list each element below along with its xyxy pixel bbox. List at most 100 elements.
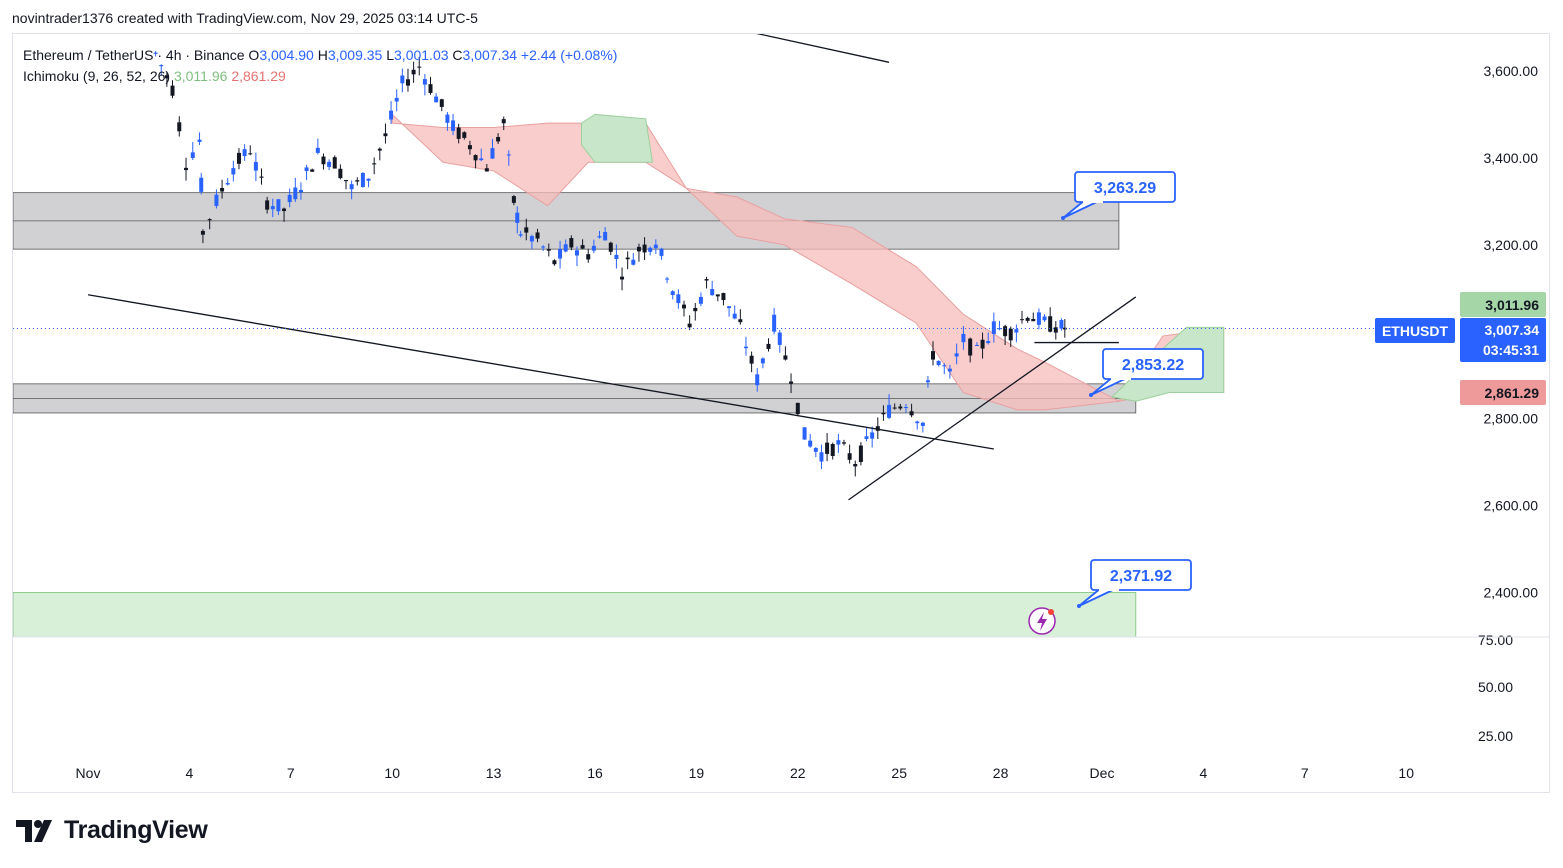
candle[interactable] [795,402,800,415]
candle[interactable] [710,289,715,296]
candle[interactable] [777,332,782,345]
candle[interactable] [321,156,326,165]
candle[interactable] [853,463,858,467]
candle[interactable] [968,338,973,356]
trendline-rising[interactable] [848,296,1137,501]
candle[interactable] [1048,316,1053,332]
candle[interactable] [344,180,349,182]
candle[interactable] [434,96,439,103]
candle[interactable] [338,168,343,179]
candle[interactable] [501,119,506,124]
candle[interactable] [569,238,574,248]
candle[interactable] [405,79,410,86]
candle[interactable] [417,66,422,68]
candle[interactable] [332,157,337,169]
candle[interactable] [214,194,219,206]
candle[interactable] [506,154,511,156]
candle[interactable] [947,368,952,372]
candle[interactable] [653,244,658,249]
target-callout[interactable] [1074,171,1176,203]
candle[interactable] [360,173,365,187]
candle[interactable] [974,345,979,347]
candle[interactable] [631,259,636,265]
candle[interactable] [1003,326,1008,337]
candle[interactable] [366,178,371,181]
candle[interactable] [830,444,835,457]
candle[interactable] [1008,328,1013,341]
candle[interactable] [259,176,264,178]
candle[interactable] [1014,329,1019,333]
candle[interactable] [265,200,270,210]
candle[interactable] [253,161,258,171]
candle[interactable] [439,99,444,107]
candle[interactable] [676,294,681,304]
candle[interactable] [310,169,315,172]
candle[interactable] [961,333,966,343]
legend-symbol[interactable]: Ethereum / TetherUS · 4h · Binance [23,47,245,63]
candle[interactable] [546,249,551,251]
trendline-descending[interactable] [87,294,994,450]
candle[interactable] [760,358,765,364]
candle[interactable] [153,52,158,54]
candle[interactable] [693,307,698,312]
candle[interactable] [270,206,275,210]
candle[interactable] [915,421,920,424]
candle[interactable] [479,158,484,161]
candle[interactable] [496,136,501,142]
candle[interactable] [484,168,489,172]
candle[interactable] [242,149,247,157]
candle[interactable] [524,227,529,233]
candle[interactable] [349,184,354,190]
candle[interactable] [327,161,332,167]
candle[interactable] [456,127,461,139]
candle[interactable] [648,247,653,252]
candle[interactable] [749,355,754,364]
candle[interactable] [1059,320,1064,329]
candle[interactable] [898,406,903,409]
candle[interactable] [220,187,225,192]
candle[interactable] [377,148,382,151]
candle[interactable] [687,323,692,328]
candle[interactable] [190,152,195,158]
candle[interactable] [936,360,941,366]
candle[interactable] [451,120,456,131]
last-price-tag[interactable] [1460,318,1546,362]
candle[interactable] [665,278,670,280]
candle[interactable] [858,445,863,463]
candle[interactable] [721,293,726,301]
candle[interactable] [473,155,478,161]
candle[interactable] [954,353,959,357]
candle[interactable] [732,313,737,319]
candle[interactable] [682,304,687,309]
candle[interactable] [659,248,664,256]
candle[interactable] [608,242,613,252]
candle[interactable] [170,85,175,96]
candle[interactable] [558,249,563,259]
candle[interactable] [903,407,908,409]
candle[interactable] [400,75,405,84]
candle[interactable] [411,69,416,75]
candle[interactable] [518,234,523,236]
candle[interactable] [920,422,925,426]
candle[interactable] [383,133,388,137]
candle[interactable] [445,114,450,123]
candle[interactable] [184,167,189,171]
symbol-tag[interactable] [1375,318,1455,343]
candle[interactable] [704,279,709,281]
candle[interactable] [727,306,732,309]
candle[interactable] [636,246,641,252]
candle[interactable] [620,276,625,280]
candle[interactable] [580,245,585,249]
candle[interactable] [315,147,320,153]
candle[interactable] [355,180,360,182]
candle[interactable] [225,182,230,185]
candle[interactable] [1025,317,1030,321]
candle[interactable] [304,167,309,172]
candle[interactable] [892,407,897,409]
candle[interactable] [841,442,846,444]
candle[interactable] [511,196,516,203]
candle[interactable] [743,346,748,349]
candle[interactable] [603,231,608,241]
candle[interactable] [813,448,818,452]
candle[interactable] [372,163,377,165]
